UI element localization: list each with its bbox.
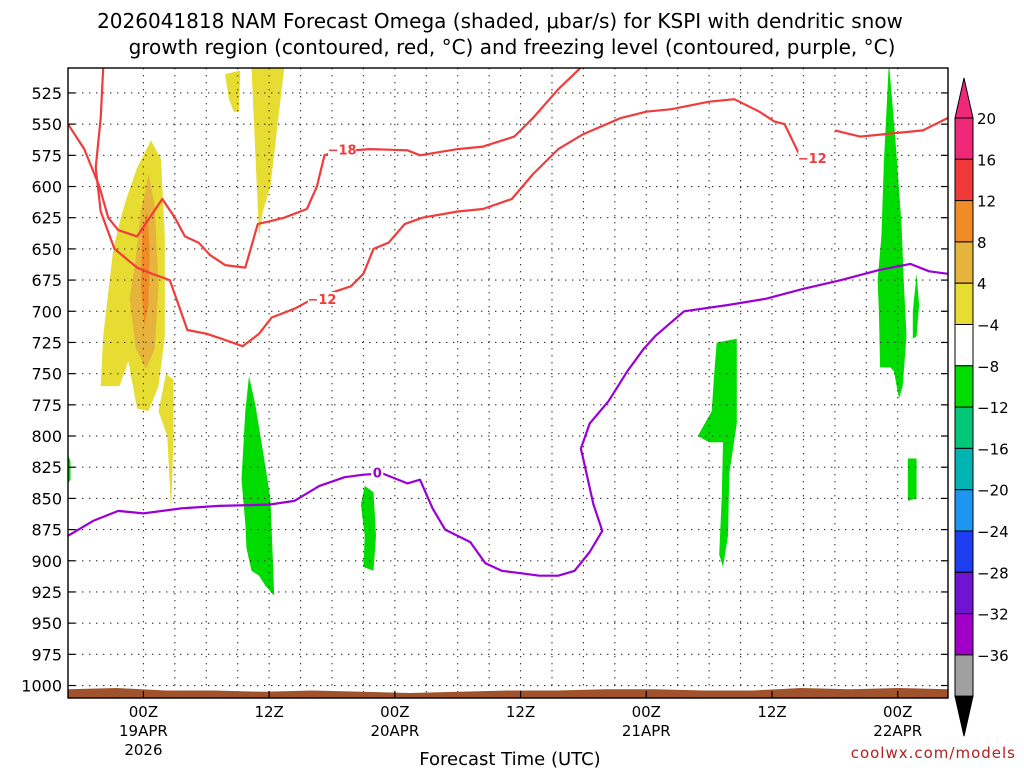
x-tick-date-0: 19APR	[119, 722, 168, 740]
colorbar-segment-7	[954, 406, 974, 449]
contour-label-minus12-bg	[307, 292, 336, 307]
y-tick-label-900: 900	[31, 552, 62, 571]
contour-label-freezing-bg	[371, 465, 384, 480]
y-tick-label-1000: 1000	[21, 677, 62, 696]
y-tick-label-825: 825	[31, 458, 62, 477]
omega-region-weak-down-4	[912, 273, 920, 339]
y-tick-label-550: 550	[31, 115, 62, 134]
y-tick-label-725: 725	[31, 333, 62, 352]
colorbar-label-10: −24	[977, 523, 1009, 541]
x-tick-label-20: 00Z	[380, 703, 409, 721]
contour-dendritic-minus12-right	[834, 116, 948, 138]
colorbar-segment-9	[954, 489, 974, 532]
colorbar-bottom-arrow	[954, 695, 974, 737]
contour-label-minus18-bg	[328, 142, 357, 157]
colorbar-label-2: 12	[977, 193, 996, 211]
x-tick-label-40: 00Z	[632, 703, 661, 721]
colorbar-segment-6	[954, 365, 974, 408]
colorbar-label-9: −20	[977, 482, 1009, 500]
plot-inner: −18 −12 −12 0	[68, 68, 948, 698]
colorbar-label-0: 20	[977, 110, 996, 128]
grid-lines	[68, 68, 948, 698]
omega-region-weak-up-3	[251, 68, 285, 237]
omega-region-weak-down-3	[877, 68, 907, 399]
colorbar-label-12: −32	[977, 606, 1009, 624]
colorbar-segment-8	[954, 447, 974, 491]
y-tick-label-675: 675	[31, 271, 62, 290]
chart-title-line2: growth region (contoured, red, °C) and f…	[129, 35, 896, 59]
x-tick-label-30: 12Z	[506, 703, 535, 721]
contour-dendritic-minus18	[68, 68, 582, 269]
x-tick-year-0: 2026	[124, 741, 162, 759]
plot-background	[68, 68, 948, 698]
y-tick-label-950: 950	[31, 614, 62, 633]
x-tick-label-10: 12Z	[254, 703, 283, 721]
contour-dendritic-minus12	[94, 68, 801, 348]
colorbar-label-3: 8	[977, 234, 987, 252]
colorbar-segment-0	[954, 117, 974, 160]
x-tick-date-60: 22APR	[873, 722, 922, 740]
y-tick-label-600: 600	[31, 178, 62, 197]
colorbar-label-7: −12	[977, 399, 1009, 417]
plot-area: −18 −12 −12 0	[67, 67, 949, 699]
omega-region-weak-up-2	[225, 70, 241, 112]
omega-region-weak-down-0	[241, 376, 275, 596]
y-tick-label-800: 800	[31, 427, 62, 446]
y-tick-label-750: 750	[31, 365, 62, 384]
colorbar-segment-2	[954, 200, 974, 243]
contour-freezing-level	[68, 262, 948, 577]
y-tick-label-650: 650	[31, 240, 62, 259]
y-tick-label-850: 850	[31, 489, 62, 508]
colorbar-label-5: −4	[977, 317, 999, 335]
x-tick-label-60: 00Z	[883, 703, 912, 721]
y-tick-label-625: 625	[31, 209, 62, 228]
y-tick-label-875: 875	[31, 521, 62, 540]
colorbar-label-11: −28	[977, 564, 1009, 582]
colorbar-label-6: −8	[977, 358, 999, 376]
x-tick-date-40: 21APR	[622, 722, 671, 740]
colorbar-segment-3	[954, 241, 974, 284]
omega-region-strong-up-0	[140, 211, 150, 327]
y-tick-label-975: 975	[31, 645, 62, 664]
contour-label-minus12-right: −12	[798, 152, 827, 167]
omega-region-weak-down-1	[360, 485, 376, 571]
omega-region-weak-down-5	[907, 458, 917, 501]
colorbar-segment-12	[954, 613, 974, 656]
colorbar-segment-4	[954, 282, 974, 326]
colorbar-segment-10	[954, 530, 974, 573]
y-tick-label-700: 700	[31, 302, 62, 321]
colorbar-label-1: 16	[977, 151, 996, 169]
x-tick-date-20: 20APR	[370, 722, 419, 740]
y-tick-label-575: 575	[31, 146, 62, 165]
y-tick-label-525: 525	[31, 84, 62, 103]
colorbar-segment-5	[954, 324, 974, 367]
terrain-fill	[68, 688, 948, 698]
colorbar-segment-13	[954, 654, 974, 697]
x-tick-label-50: 12Z	[757, 703, 786, 721]
colorbar-segment-1	[954, 158, 974, 202]
contour-label-minus12-right-bg	[798, 151, 827, 166]
chart-title-line1: 2026041818 NAM Forecast Omega (shaded, μ…	[97, 9, 903, 33]
omega-region-weak-down-2	[697, 338, 737, 567]
colorbar-label-13: −36	[977, 647, 1009, 665]
colorbar-top-arrow	[954, 77, 974, 119]
colorbar: 20 16 12 8 4 −4 −8 −12 −16 −20 −24 −28 −32 −36	[954, 77, 1009, 737]
colorbar-label-4: 4	[977, 275, 987, 293]
x-axis-title: Forecast Time (UTC)	[419, 749, 600, 768]
omega-region-weak-up-1	[158, 373, 174, 511]
y-axis: 525 550 575 600 625 650 675 700 725 750 775 800 825 8…	[21, 84, 948, 696]
contour-label-minus18: −18	[328, 143, 357, 158]
contour-label-freezing: 0	[373, 466, 382, 481]
plot-frame	[67, 67, 949, 699]
credit-text: coolwx.com/models	[851, 744, 1016, 762]
x-tick-label-0: 00Z	[129, 703, 158, 721]
contour-label-minus12: −12	[307, 293, 336, 308]
colorbar-label-8: −16	[977, 440, 1009, 458]
y-tick-label-925: 925	[31, 583, 62, 602]
y-tick-label-775: 775	[31, 396, 62, 415]
colorbar-segment-11	[954, 571, 974, 615]
